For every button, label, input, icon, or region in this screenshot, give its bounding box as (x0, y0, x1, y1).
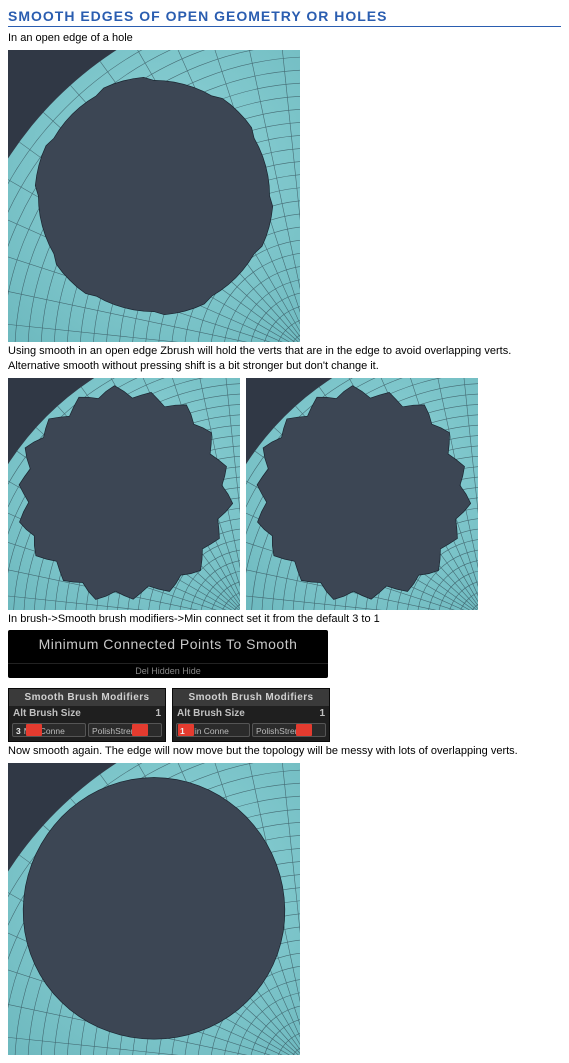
render-smooth-alt (246, 378, 478, 610)
paragraph-minconnect-instr: In brush->Smooth brush modifiers->Min co… (8, 612, 561, 627)
ui-panels-row: Smooth Brush Modifiers Alt Brush Size 1 … (8, 688, 561, 742)
render-row-smoothed (8, 378, 561, 610)
alt-brush-size-label: Alt Brush Size (13, 708, 151, 719)
alt-brush-size-row[interactable]: Alt Brush Size 1 (173, 706, 329, 721)
render-smooth-default (8, 378, 240, 610)
render-open-edge (8, 50, 300, 342)
tooltip-sub-label: Del Hidden Hide (8, 663, 328, 678)
smooth-brush-modifiers-panel-default: Smooth Brush Modifiers Alt Brush Size 1 … (8, 688, 166, 742)
min-connect-value: 1 (180, 726, 185, 736)
tooltip-main-label: Minimum Connected Points To Smooth (8, 636, 328, 652)
min-connect-slider[interactable]: 3Min Conne (12, 723, 86, 737)
tooltip-min-connected-points: Minimum Connected Points To Smooth Del H… (8, 630, 328, 678)
min-connect-slider[interactable]: 1Min Conne (176, 723, 250, 737)
min-connect-value: 3 (16, 726, 21, 736)
slider-knob[interactable] (296, 724, 312, 736)
panel-header: Smooth Brush Modifiers (9, 689, 165, 706)
render-smooth-messy (8, 763, 300, 1055)
alt-brush-size-row[interactable]: Alt Brush Size 1 (9, 706, 165, 721)
paragraph-intro: In an open edge of a hole (8, 31, 561, 46)
alt-brush-size-value: 1 (155, 708, 161, 719)
paragraph-result: Now smooth again. The edge will now move… (8, 744, 561, 759)
panel-header: Smooth Brush Modifiers (173, 689, 329, 706)
polish-strength-slider[interactable]: PolishStreng (252, 723, 326, 737)
slider-knob[interactable] (132, 724, 148, 736)
smooth-brush-modifiers-panel-changed: Smooth Brush Modifiers Alt Brush Size 1 … (172, 688, 330, 742)
slider-knob[interactable] (26, 724, 42, 736)
paragraph-smooth-behavior: Using smooth in an open edge Zbrush will… (8, 344, 561, 374)
alt-brush-size-label: Alt Brush Size (177, 708, 315, 719)
section-title: SMOOTH EDGES OF OPEN GEOMETRY OR HOLES (8, 8, 561, 27)
polish-strength-slider[interactable]: PolishStreng (88, 723, 162, 737)
alt-brush-size-value: 1 (319, 708, 325, 719)
